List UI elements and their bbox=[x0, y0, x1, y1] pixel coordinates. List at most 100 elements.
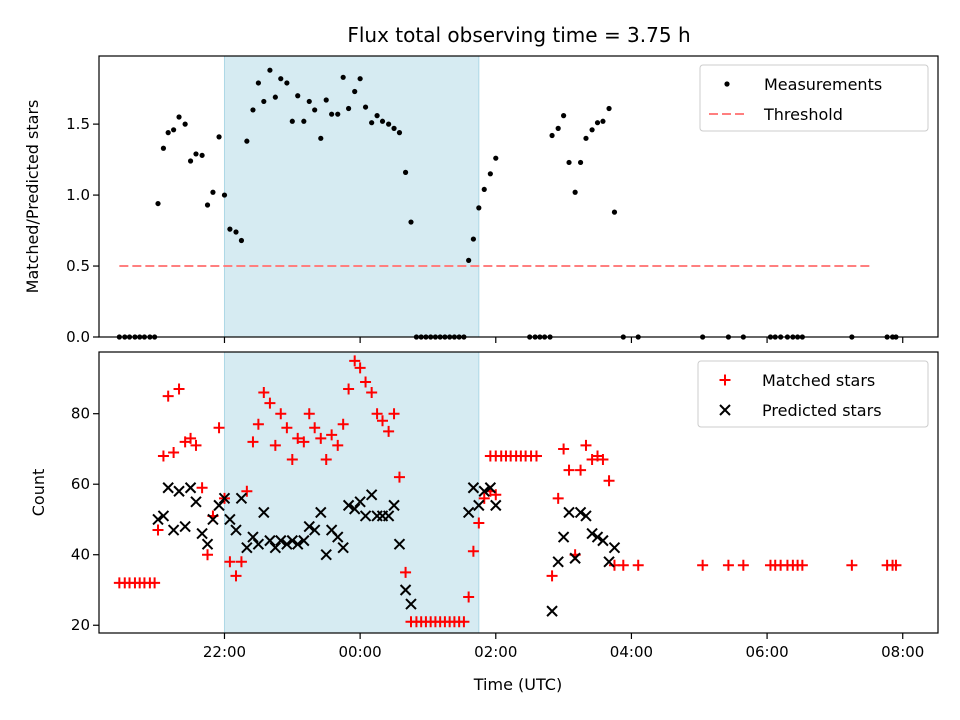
predicted-star-point bbox=[190, 496, 202, 508]
legend-box bbox=[699, 64, 929, 132]
series-predicted-stars bbox=[152, 482, 621, 617]
matched-star-point bbox=[563, 464, 575, 476]
measurement-point bbox=[155, 200, 161, 207]
predicted-star-point bbox=[388, 499, 400, 512]
predicted-star-point bbox=[359, 510, 372, 522]
measurement-point bbox=[216, 134, 222, 140]
measurement-point bbox=[329, 111, 335, 117]
matched-star-point bbox=[632, 559, 644, 571]
x-tick-label: 00:00 bbox=[339, 643, 382, 661]
y-tick-label: 60 bbox=[71, 475, 90, 493]
matched-star-point bbox=[697, 559, 709, 571]
measurement-point bbox=[312, 107, 318, 113]
predicted-star-point bbox=[354, 496, 366, 508]
matched-star-point bbox=[298, 436, 310, 448]
matched-star-point bbox=[185, 432, 197, 444]
matched-star-point bbox=[530, 450, 542, 462]
matched-star-point bbox=[320, 454, 332, 466]
matched-star-point bbox=[326, 429, 338, 441]
predicted-star-point bbox=[179, 520, 191, 533]
measurement-point bbox=[402, 169, 409, 175]
matched-star-point bbox=[603, 475, 615, 487]
matched-star-point bbox=[149, 577, 161, 589]
matched-star-point bbox=[597, 454, 609, 466]
predicted-star-point bbox=[462, 506, 475, 519]
series-matched-stars bbox=[113, 355, 902, 628]
measurement-point bbox=[176, 114, 182, 120]
predicted-star-point bbox=[382, 510, 395, 522]
matched-star-point bbox=[162, 390, 174, 402]
matched-star-point bbox=[722, 559, 734, 571]
measurement-point bbox=[408, 219, 414, 225]
matched-star-point bbox=[332, 439, 344, 451]
predicted-star-point bbox=[292, 538, 304, 550]
matched-star-point bbox=[275, 408, 287, 420]
legend-box bbox=[697, 360, 929, 428]
measurement-point bbox=[583, 135, 589, 141]
chart-title: Flux total observing time = 3.75 h bbox=[347, 23, 690, 47]
measurement-point bbox=[572, 189, 578, 195]
predicted-star-point bbox=[258, 506, 270, 519]
measurement-point bbox=[549, 132, 555, 139]
matched-star-point bbox=[337, 418, 349, 430]
y-tick-label: 40 bbox=[71, 546, 90, 564]
matched-star-point bbox=[354, 362, 366, 374]
measurement-point bbox=[487, 171, 493, 177]
x-tick-label: 22:00 bbox=[203, 643, 246, 661]
matched-star-point bbox=[360, 376, 372, 388]
y-tick-label: 1.0 bbox=[66, 186, 90, 204]
matched-star-point bbox=[552, 492, 564, 504]
matched-star-point bbox=[371, 408, 383, 420]
predicted-star-point bbox=[365, 489, 378, 501]
predicted-star-point bbox=[332, 531, 344, 543]
matched-star-point bbox=[575, 464, 587, 476]
matched-star-point bbox=[315, 432, 327, 444]
matched-star-point bbox=[303, 408, 315, 420]
predicted-star-point bbox=[241, 541, 253, 554]
measurement-point bbox=[318, 135, 324, 141]
series-measurements bbox=[116, 67, 899, 340]
predicted-star-point bbox=[264, 534, 276, 547]
measurement-point bbox=[606, 105, 612, 112]
measurement-point bbox=[233, 229, 239, 235]
legend-label: Matched stars bbox=[762, 371, 875, 390]
predicted-star-point bbox=[608, 541, 621, 554]
predicted-star-point bbox=[557, 531, 570, 543]
measurement-point bbox=[561, 113, 567, 119]
measurement-point bbox=[566, 159, 572, 166]
observing-window-span bbox=[223, 351, 480, 634]
predicted-star-point bbox=[320, 549, 332, 561]
y-axis-label: Matched/Predicted stars bbox=[23, 100, 42, 294]
measurement-point bbox=[221, 192, 228, 198]
predicted-star-point bbox=[569, 552, 581, 564]
measurement-point bbox=[493, 155, 499, 161]
measurement-point bbox=[250, 107, 256, 113]
predicted-star-point bbox=[337, 541, 349, 554]
observing-window-span bbox=[223, 55, 480, 338]
measurement-point bbox=[611, 209, 618, 215]
matched-star-point bbox=[224, 556, 236, 568]
measurement-point bbox=[600, 118, 606, 124]
y-tick-label: 0.0 bbox=[66, 328, 90, 346]
predicted-star-point bbox=[546, 605, 558, 617]
matched-star-point bbox=[478, 492, 490, 504]
measurement-point bbox=[204, 202, 211, 208]
matched-star-point bbox=[235, 556, 247, 568]
legend-measurement-swatch bbox=[724, 81, 730, 87]
predicted-star-point bbox=[552, 556, 564, 568]
predicted-star-point bbox=[157, 510, 170, 522]
matched-star-point bbox=[152, 524, 164, 536]
predicted-star-point bbox=[478, 485, 490, 497]
measurement-point bbox=[476, 205, 482, 211]
measurement-point bbox=[210, 189, 216, 195]
measurement-point bbox=[227, 226, 233, 232]
matched-star-point bbox=[737, 559, 749, 571]
predicted-star-point bbox=[405, 598, 417, 610]
matched-star-point bbox=[252, 418, 264, 430]
y-axis-label: Count bbox=[29, 469, 48, 517]
matched-star-point bbox=[343, 383, 355, 395]
predicted-star-point bbox=[490, 499, 502, 512]
predicted-star-point bbox=[224, 513, 236, 526]
x-tick-label: 08:00 bbox=[881, 643, 924, 661]
measurement-point bbox=[301, 118, 307, 124]
